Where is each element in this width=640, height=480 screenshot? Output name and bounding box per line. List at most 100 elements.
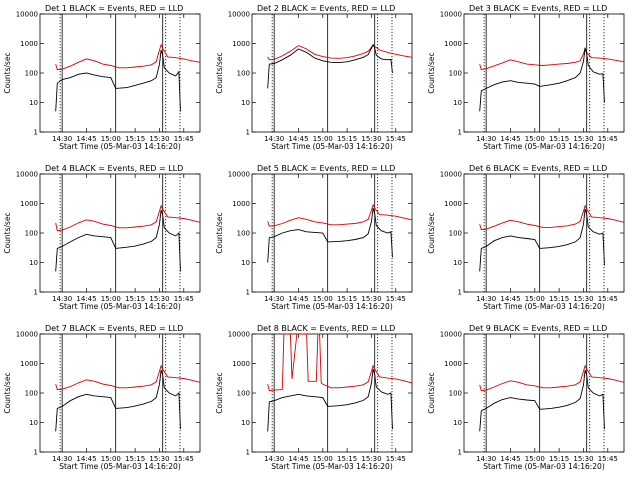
y-tick-label: 10000 [228, 11, 250, 19]
y-tick-label: 1000 [444, 40, 462, 48]
plot-frame [251, 333, 413, 453]
x-axis-label: Start Time (05-Mar-03 14:16:20) [483, 142, 605, 151]
y-tick-label: 100 [25, 390, 38, 398]
x-tick-label: 14:45 [76, 455, 96, 463]
events-series-line [267, 43, 393, 89]
x-tick-label: 15:45 [598, 135, 618, 143]
y-tick-label: 1 [458, 129, 462, 137]
y-tick-label: 1 [34, 449, 38, 457]
x-tick-label: 15:15 [337, 455, 357, 463]
y-axis-label: Counts/sec [215, 372, 224, 413]
x-axis-label: Start Time (05-Mar-03 14:16:20) [483, 302, 605, 311]
x-tick-label: 15:30 [149, 295, 169, 303]
x-tick-label: 15:30 [573, 455, 593, 463]
x-tick-label: 14:30 [52, 135, 72, 143]
y-axis-label: Counts/sec [215, 212, 224, 253]
x-tick-label: 15:15 [549, 455, 569, 463]
x-tick-label: 15:00 [313, 295, 333, 303]
plot-frame [39, 333, 201, 453]
y-tick-label: 10 [241, 419, 250, 427]
x-tick-label: 14:45 [288, 135, 308, 143]
panel-det-9: Det 9 BLACK = Events, RED = LLD 1 10 100 100… [427, 324, 625, 471]
y-axis-label: Counts/sec [427, 212, 436, 253]
panel-det-5: Det 5 BLACK = Events, RED = LLD 1 10 100 100… [215, 164, 413, 311]
y-axis-label: Counts/sec [427, 52, 436, 93]
y-tick-label: 1 [246, 289, 250, 297]
panel-title: Det 5 BLACK = Events, RED = LLD [257, 164, 395, 173]
x-tick-label: 15:00 [101, 135, 121, 143]
x-tick-label: 15:30 [361, 455, 381, 463]
x-tick-label: 15:15 [125, 135, 145, 143]
y-tick-label: 10 [241, 99, 250, 107]
x-tick-label: 14:45 [76, 295, 96, 303]
panel-title: Det 7 BLACK = Events, RED = LLD [45, 324, 183, 333]
events-series-line [55, 209, 181, 272]
x-tick-label: 15:00 [313, 135, 333, 143]
y-tick-label: 10 [29, 419, 38, 427]
y-tick-label: 10000 [440, 331, 462, 339]
x-tick-label: 15:15 [125, 295, 145, 303]
plot-frame [463, 173, 625, 293]
x-tick-label: 15:00 [525, 455, 545, 463]
events-series-line [55, 49, 181, 112]
y-tick-label: 1000 [444, 360, 462, 368]
y-tick-label: 1 [34, 129, 38, 137]
panel-title: Det 1 BLACK = Events, RED = LLD [45, 4, 183, 13]
x-axis-label: Start Time (05-Mar-03 14:16:20) [271, 302, 393, 311]
x-tick-label: 15:45 [598, 455, 618, 463]
x-tick-label: 15:45 [174, 135, 194, 143]
x-tick-label: 14:45 [500, 135, 520, 143]
x-tick-label: 15:15 [337, 135, 357, 143]
panel-det-1: Det 1 BLACK = Events, RED = LLD 1 10 100 100… [3, 4, 201, 151]
plot-frame [251, 13, 413, 133]
x-axis-label: Start Time (05-Mar-03 14:16:20) [59, 142, 181, 151]
y-tick-label: 100 [449, 230, 462, 238]
y-tick-label: 100 [237, 390, 250, 398]
x-tick-label: 15:30 [149, 135, 169, 143]
plot-frame [39, 173, 201, 293]
y-tick-label: 1 [34, 289, 38, 297]
y-axis-label: Counts/sec [427, 372, 436, 413]
events-series-line [479, 208, 605, 272]
x-tick-label: 15:45 [174, 455, 194, 463]
lld-series-line [267, 44, 412, 61]
lld-series-line [55, 364, 200, 391]
lld-series-line [479, 46, 624, 71]
x-tick-label: 15:15 [125, 455, 145, 463]
x-tick-label: 15:15 [337, 295, 357, 303]
y-tick-label: 1000 [232, 360, 250, 368]
x-tick-label: 14:45 [288, 455, 308, 463]
lld-series-line [479, 204, 624, 231]
panel-title: Det 3 BLACK = Events, RED = LLD [469, 4, 607, 13]
x-tick-label: 14:30 [476, 455, 496, 463]
panel-title: Det 6 BLACK = Events, RED = LLD [469, 164, 607, 173]
y-tick-label: 10000 [16, 11, 38, 19]
x-tick-label: 15:00 [313, 455, 333, 463]
panel-det-6: Det 6 BLACK = Events, RED = LLD 1 10 100 100… [427, 164, 625, 311]
y-tick-label: 1000 [232, 200, 250, 208]
x-axis-label: Start Time (05-Mar-03 14:16:20) [271, 462, 393, 471]
x-tick-label: 14:30 [476, 135, 496, 143]
y-tick-label: 10 [453, 259, 462, 267]
y-tick-label: 1 [458, 449, 462, 457]
y-tick-label: 100 [237, 230, 250, 238]
y-tick-label: 10000 [16, 171, 38, 179]
lld-series-line [55, 43, 200, 71]
y-tick-label: 10 [29, 259, 38, 267]
x-tick-label: 14:45 [288, 295, 308, 303]
y-tick-label: 1 [458, 289, 462, 297]
panel-title: Det 8 BLACK = Events, RED = LLD [257, 324, 395, 333]
panel-title: Det 9 BLACK = Events, RED = LLD [469, 324, 607, 333]
panel-det-2: Det 2 BLACK = Events, RED = LLD 1 10 100 100… [215, 4, 413, 151]
x-tick-label: 14:45 [76, 135, 96, 143]
y-tick-label: 100 [25, 230, 38, 238]
x-axis-label: Start Time (05-Mar-03 14:16:20) [271, 142, 393, 151]
x-tick-label: 15:30 [361, 295, 381, 303]
events-series-line [479, 369, 605, 432]
lld-series-line [479, 364, 624, 392]
y-tick-label: 1000 [20, 40, 38, 48]
y-tick-label: 100 [449, 390, 462, 398]
y-axis-label: Counts/sec [3, 212, 12, 253]
x-axis-label: Start Time (05-Mar-03 14:16:20) [59, 462, 181, 471]
